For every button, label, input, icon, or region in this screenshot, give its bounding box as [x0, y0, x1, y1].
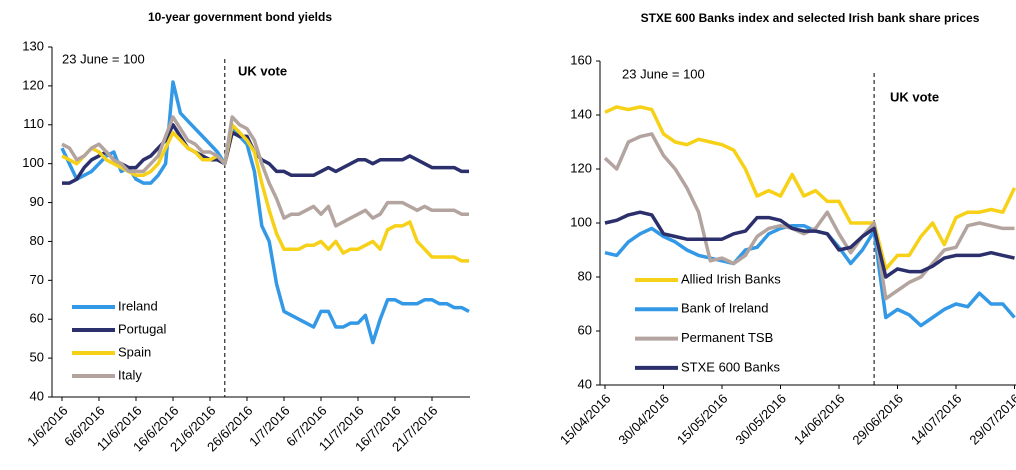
legend-label: Bank of Ireland	[681, 301, 768, 316]
y-tick-label: 140	[570, 106, 592, 121]
legend-label: Spain	[118, 344, 151, 359]
y-tick-label: 40	[578, 376, 592, 391]
y-tick-label: 60	[30, 311, 44, 326]
annotation: UK vote	[238, 63, 287, 78]
y-tick-label: 80	[30, 233, 44, 248]
y-tick-label: 70	[30, 272, 44, 287]
series-line	[604, 210, 1015, 279]
y-tick-label: 160	[570, 52, 592, 67]
x-tick-label: 30/04/2016	[615, 391, 672, 448]
y-tick-label: 90	[30, 194, 44, 209]
annotation: UK vote	[890, 89, 939, 104]
y-tick-label: 80	[578, 268, 592, 283]
y-tick-label: 120	[570, 160, 592, 175]
y-tick-label: 100	[570, 214, 592, 229]
x-tick-label: 14/07/2016	[908, 391, 965, 448]
y-tick-label: 130	[22, 38, 44, 53]
legend-label: Portugal	[118, 321, 167, 336]
x-tick-label: 30/05/2016	[732, 391, 789, 448]
legend-label: Ireland	[118, 298, 158, 313]
series-line	[62, 123, 469, 185]
legend-label: Allied Irish Banks	[681, 271, 781, 286]
legend-label: Italy	[118, 367, 142, 382]
y-tick-label: 60	[578, 322, 592, 337]
x-tick-label: 29/06/2016	[849, 391, 906, 448]
y-tick-label: 100	[22, 155, 44, 170]
series-line	[61, 115, 469, 228]
legend-label: STXE 600 Banks	[681, 359, 780, 374]
y-tick-label: 40	[30, 388, 44, 403]
y-tick-label: 50	[30, 350, 44, 365]
series-line	[604, 223, 1016, 328]
series-line	[603, 132, 1015, 301]
x-tick-label: 14/06/2016	[791, 391, 848, 448]
y-tick-label: 110	[23, 116, 44, 131]
chart-title: STXE 600 Banks index and selected Irish …	[640, 11, 980, 25]
annotation: 23 June = 100	[622, 66, 705, 81]
y-tick-label: 120	[22, 77, 44, 92]
chart-title: 10-year government bond yields	[147, 10, 333, 24]
legend-label: Permanent TSB	[681, 330, 773, 345]
x-tick-label: 29/07/2016	[966, 391, 1016, 448]
series-line	[61, 123, 469, 263]
x-tick-label: 15/05/2016	[674, 391, 731, 448]
x-tick-label: 15/04/2016	[557, 391, 614, 448]
annotation: 23 June = 100	[62, 51, 145, 66]
series-line	[60, 80, 470, 345]
series-line	[604, 105, 1016, 271]
